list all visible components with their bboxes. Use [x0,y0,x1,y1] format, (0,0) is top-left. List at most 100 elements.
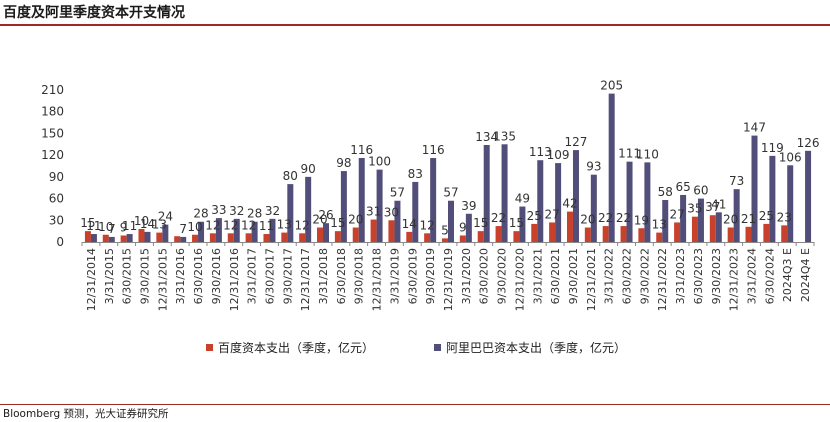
footer-divider [0,404,830,405]
x-tick-label: 3/31/2017 [246,248,259,304]
bar-baidu [442,238,448,242]
x-tick-label: 6/30/2016 [192,248,205,304]
data-label-alibaba: 28 [247,207,262,221]
bar-alibaba [394,200,401,242]
bar-baidu [334,231,341,242]
bar-alibaba [305,176,312,242]
x-tick-label: 6/30/2023 [692,248,705,304]
bar-alibaba [358,158,365,242]
data-label-alibaba: 106 [779,150,802,164]
data-label-alibaba: 83 [408,167,423,181]
x-tick-label: 12/31/2018 [371,248,384,311]
bar-alibaba [90,234,97,242]
legend-swatch-baidu [206,344,213,351]
bar-alibaba [626,161,633,242]
bar-baidu [584,227,591,242]
data-label-baidu: 31 [366,205,381,219]
bar-baidu [477,231,484,242]
x-tick-label: 3/31/2022 [603,248,616,304]
data-label-alibaba: 127 [565,135,588,149]
bar-baidu [674,222,681,242]
x-tick-label: 9/30/2016 [210,248,223,304]
data-label-baidu: 20 [312,213,327,227]
bar-alibaba [108,236,115,242]
bar-baidu [388,220,395,242]
data-label-baidu: 11 [259,219,274,233]
data-label-baidu: 22 [598,211,613,225]
x-tick-label: 12/31/2021 [585,248,598,311]
data-label-alibaba: 147 [743,121,766,135]
bar-alibaba [733,189,740,242]
x-tick-label: 6/30/2019 [406,248,419,304]
data-label-alibaba: 135 [493,129,516,143]
y-tick-label: 60 [49,192,64,206]
bar-baidu [727,227,734,242]
x-tick-label: 6/30/2018 [335,248,348,304]
chart-title: 百度及阿里季度资本开支情况 [3,5,185,21]
x-tick-label: 9/30/2019 [424,248,437,304]
x-tick-label: 12/31/2023 [728,248,741,311]
data-label-baidu: 27 [669,207,684,221]
x-tick-label: 12/31/2019 [442,248,455,311]
bar-baidu [781,225,788,242]
bar-alibaba [644,162,651,242]
bar-alibaba [465,213,472,242]
x-tick-label: 12/31/2022 [656,248,669,311]
data-label-alibaba: 49 [515,192,530,206]
bar-baidu [656,232,663,242]
data-label-baidu: 35 [687,202,702,216]
bar-alibaba [662,200,669,242]
bar-baidu [156,232,163,242]
bar-baidu [84,231,91,242]
source-note: Bloomberg 预测，光大证券研究所 [3,408,169,420]
bar-baidu [406,231,413,242]
x-tick-label: 6/30/2017 [263,248,276,304]
data-label-alibaba: 41 [711,197,726,211]
data-label-alibaba: 33 [211,203,226,217]
x-tick-label: 2024Q3 E [781,248,794,302]
x-tick-label: 6/30/2020 [478,248,491,304]
bar-baidu [566,211,573,242]
title-divider [0,24,830,26]
data-label-baidu: 10 [134,214,149,228]
bar-alibaba [376,169,383,242]
data-label-alibaba: 109 [547,148,570,162]
x-tick-label: 12/31/2017 [299,248,312,311]
bar-baidu [209,233,216,242]
data-label-baidu: 20 [348,213,363,227]
y-tick-label: 210 [41,83,64,97]
bar-alibaba [537,160,544,242]
data-label-baidu: 12 [420,218,435,232]
y-tick-label: 0 [56,235,64,249]
bar-alibaba [287,184,294,242]
x-tick-label: 9/30/2022 [638,248,651,304]
bar-baidu [620,226,627,242]
data-label-baidu: 30 [384,205,399,219]
x-tick-label: 3/31/2016 [174,248,187,304]
bar-baidu [709,215,716,242]
data-label-alibaba: 90 [301,162,316,176]
data-label-alibaba: 205 [600,79,623,93]
bar-baidu [370,219,377,242]
data-label-alibaba: 73 [729,174,744,188]
bar-baidu [745,226,752,242]
data-label-alibaba: 116 [422,143,445,157]
bar-baidu [138,228,145,242]
data-label-alibaba: 24 [158,210,173,224]
data-label-baidu: 42 [562,197,577,211]
bar-alibaba [501,144,508,242]
data-label-baidu: 22 [491,211,506,225]
bar-alibaba [483,145,490,242]
data-label-baidu: 12 [295,218,310,232]
y-tick-label: 180 [41,105,64,119]
data-label-baidu: 21 [741,212,756,226]
bar-alibaba [430,158,437,242]
bar-alibaba [180,236,187,242]
bar-baidu [245,233,252,242]
x-tick-label: 9/30/2015 [138,248,151,304]
y-axis: 0 30 60 90 120 150 180 210 [41,83,64,249]
bar-alibaba [251,221,258,242]
data-label-alibaba: 7 [179,222,187,236]
